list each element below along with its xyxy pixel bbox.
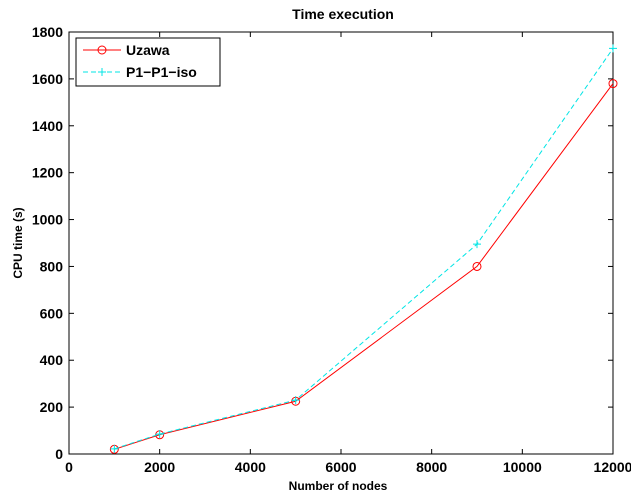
plot-area <box>69 32 613 454</box>
x-tick-label: 8000 <box>416 459 447 475</box>
legend: Uzawa P1−P1−iso <box>76 38 220 86</box>
x-tick-label: 10000 <box>503 459 542 475</box>
y-tick-label: 1200 <box>32 165 63 181</box>
y-tick-label: 1800 <box>32 24 63 40</box>
y-tick-label: 400 <box>40 352 64 368</box>
y-tick-label: 600 <box>40 305 64 321</box>
x-tick-label: 6000 <box>325 459 356 475</box>
y-tick-label: 800 <box>40 258 64 274</box>
x-tick-label: 2000 <box>144 459 175 475</box>
x-tick-label: 12000 <box>594 459 631 475</box>
plot-frame <box>69 32 613 454</box>
x-tick-label: 0 <box>65 459 73 475</box>
legend-label-uzawa: Uzawa <box>126 42 170 58</box>
x-axis-label: Number of nodes <box>289 479 388 493</box>
x-tick-label: 4000 <box>235 459 266 475</box>
chart-title: Time execution <box>292 6 394 22</box>
y-tick-label: 1000 <box>32 212 63 228</box>
y-tick-label: 1400 <box>32 118 63 134</box>
y-tick-label: 1600 <box>32 71 63 87</box>
y-tick-label: 0 <box>55 446 63 462</box>
y-axis-label: CPU time (s) <box>11 207 25 278</box>
y-tick-label: 200 <box>40 399 64 415</box>
legend-label-p1-p1-iso: P1−P1−iso <box>126 64 197 80</box>
